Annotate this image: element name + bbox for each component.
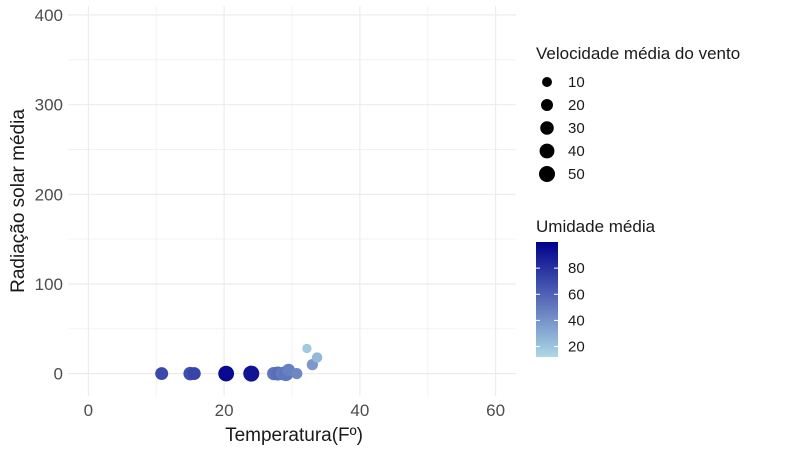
color-legend: Umidade média 20 40 60 80 [536, 217, 656, 357]
size-legend-label: 30 [568, 120, 585, 137]
size-legend-key [539, 143, 555, 159]
x-tick-label: 20 [215, 401, 234, 420]
color-legend-title: Umidade média [536, 217, 656, 236]
size-legend-key [542, 77, 552, 87]
x-tick-label: 0 [84, 401, 93, 420]
data-point [291, 367, 303, 380]
y-tick-label: 300 [35, 96, 63, 115]
color-legend-label: 20 [568, 339, 585, 356]
y-axis-ticks: 0 100 200 300 400 [35, 6, 63, 384]
data-point [302, 343, 312, 354]
x-tick-label: 60 [486, 401, 505, 420]
x-axis-ticks: 0 20 40 60 [84, 401, 505, 420]
scatter-points [155, 343, 323, 382]
color-legend-bar [536, 242, 558, 357]
x-tick-label: 40 [350, 401, 369, 420]
data-point [187, 367, 201, 381]
y-tick-label: 100 [35, 275, 63, 294]
size-legend-label: 50 [568, 166, 585, 183]
data-point [311, 352, 323, 363]
size-legend-label: 10 [568, 74, 585, 91]
size-legend-label: 20 [568, 97, 585, 114]
size-legend-key [539, 166, 555, 182]
y-tick-label: 0 [54, 365, 63, 384]
size-legend-title: Velocidade média do vento [536, 44, 740, 63]
size-legend-key [540, 121, 554, 135]
data-point [155, 367, 169, 381]
color-legend-label: 60 [568, 286, 585, 303]
x-axis-title: Temperatura(Fº) [225, 425, 363, 446]
size-legend-key [541, 99, 553, 111]
size-legend-label: 40 [568, 143, 585, 160]
y-tick-label: 400 [35, 6, 63, 25]
color-legend-label: 80 [568, 260, 585, 277]
color-legend-label: 40 [568, 312, 585, 329]
size-legend: Velocidade média do vento 10 20 30 40 50 [536, 44, 740, 183]
data-point [243, 365, 260, 382]
y-tick-label: 200 [35, 185, 63, 204]
y-axis-title: Radiação solar média [8, 109, 29, 293]
grid [68, 6, 516, 396]
data-point [218, 365, 235, 382]
